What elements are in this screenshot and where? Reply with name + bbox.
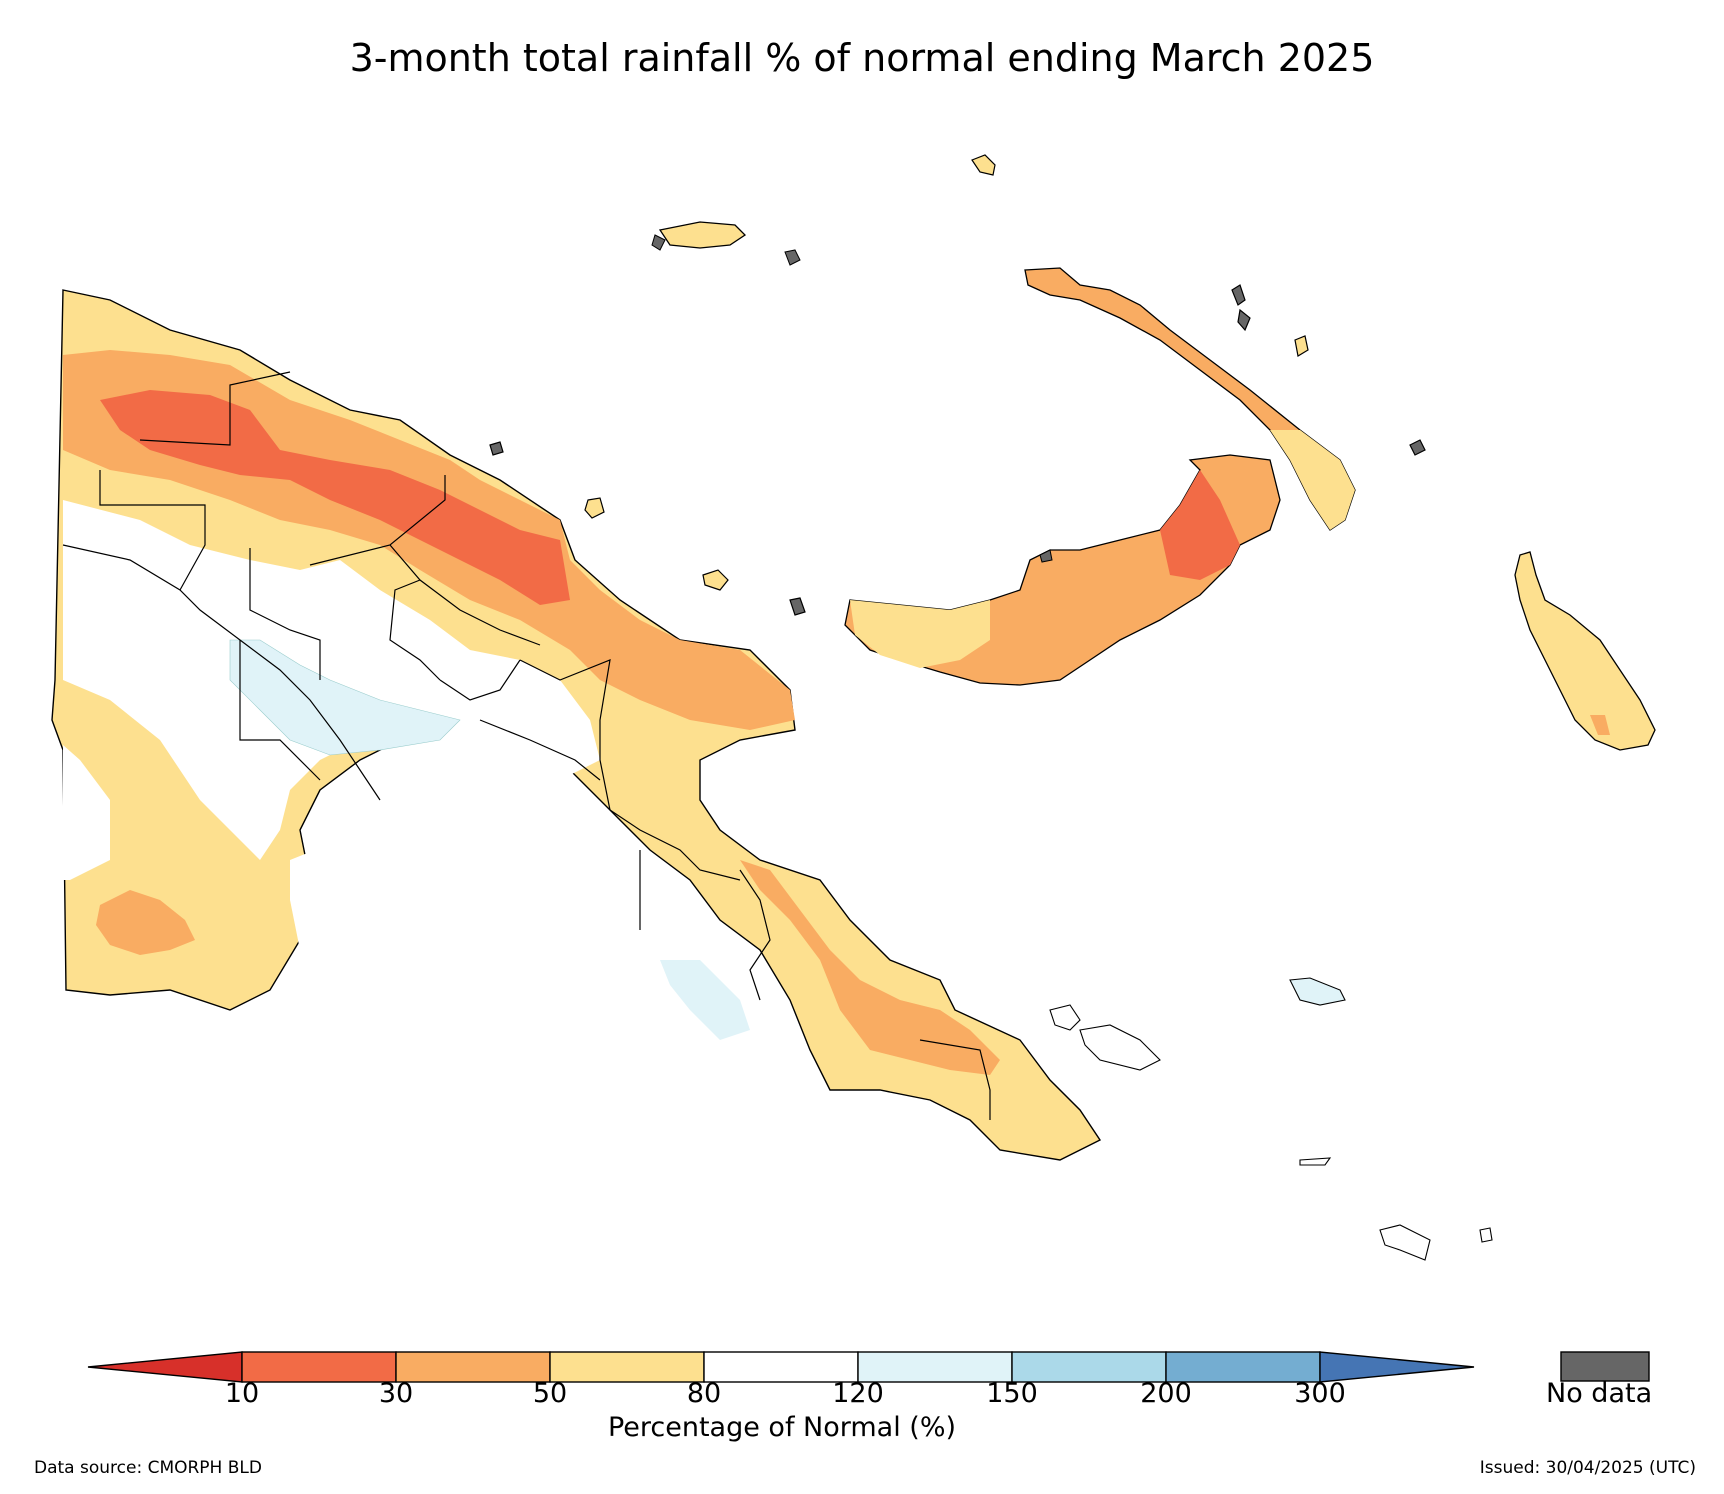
no-data-swatch <box>1560 1351 1650 1382</box>
mainland-s-normal <box>290 840 360 950</box>
colorbar-extend-low <box>87 1351 243 1383</box>
colorbar-bin-120-150 <box>857 1351 1013 1383</box>
no-data-islands <box>489 284 1426 616</box>
mainland-sw-normal <box>63 745 110 880</box>
colorbar <box>87 1351 1650 1383</box>
colorbar-tick-300: 300 <box>1294 1378 1346 1409</box>
colorbar-tick-10: 10 <box>224 1378 260 1409</box>
colorbar-bin-50-80 <box>549 1351 705 1383</box>
colorbar-tick-30: 30 <box>378 1378 414 1409</box>
colorbar-bin-150-200 <box>1011 1351 1167 1383</box>
province-borders <box>62 371 991 1120</box>
new-ireland <box>1024 267 1356 531</box>
issued-date: Issued: 30/04/2025 (UTC) <box>1479 1458 1696 1478</box>
colorbar-bin-30-50 <box>395 1351 551 1383</box>
data-source: Data source: CMORPH BLD <box>34 1458 262 1478</box>
eastern-islands <box>1049 977 1493 1261</box>
bougainville <box>1514 551 1656 751</box>
mainland <box>51 289 1102 1161</box>
colorbar-label: Percentage of Normal (%) <box>607 1412 957 1443</box>
colorbar-bin-200-300 <box>1165 1351 1321 1383</box>
mainland-wet-zone <box>229 639 461 756</box>
manus-island <box>651 221 801 266</box>
colorbar-tick-50: 50 <box>532 1378 568 1409</box>
mainland-east-dry <box>740 860 1000 1075</box>
colorbar-extend-high <box>1319 1351 1475 1383</box>
new-britain <box>844 454 1281 686</box>
northern-islands <box>584 154 1309 591</box>
mainland-se-wet <box>660 960 750 1040</box>
colorbar-tick-200: 200 <box>1140 1378 1192 1409</box>
colorbar-bin-80-120 <box>703 1351 859 1383</box>
no-data-label: No data <box>1546 1378 1653 1409</box>
mainland-normal-zone <box>63 500 600 860</box>
colorbar-tick-120: 120 <box>832 1378 884 1409</box>
map-title: 3-month total rainfall % of normal endin… <box>349 36 1375 80</box>
colorbar-tick-80: 80 <box>686 1378 722 1409</box>
colorbar-bin-10-30 <box>241 1351 397 1383</box>
mainland-sw-dry <box>96 890 195 955</box>
colorbar-tick-150: 150 <box>986 1378 1038 1409</box>
